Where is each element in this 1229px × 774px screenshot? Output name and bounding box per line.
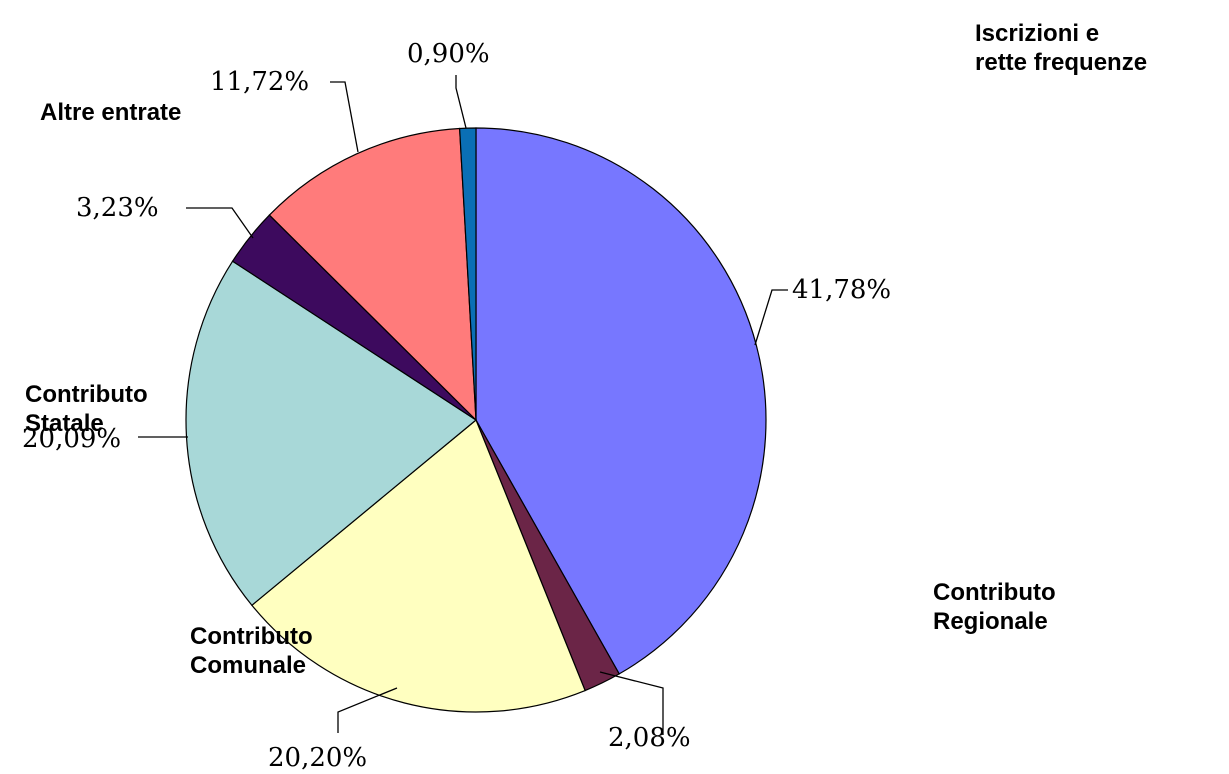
leader-line-11-72: [330, 81, 359, 153]
pie-slice-6: [458, 127, 477, 421]
category-label-regionale-line-1: Contributo: [933, 579, 1056, 606]
pct-label-0-90: 0,90%: [407, 39, 490, 69]
leader-line-20-20: [337, 687, 398, 733]
pct-label-2-08: 2,08%: [608, 723, 691, 753]
leader-line-3-23: [186, 207, 254, 239]
pie-slice-2: [251, 419, 586, 713]
percent-labels: 41,78% 2,08% 20,20% 20,09% 3,23% 11,72% …: [22, 39, 891, 773]
category-label-regionale: Contributo Regionale: [933, 578, 1056, 636]
pie-slice-5: [268, 127, 477, 422]
category-label-statale-line-1: Contributo: [25, 381, 148, 408]
category-label-statale: Contributo Statale: [25, 380, 148, 438]
category-label-iscrizioni-line-2: rette frequenze: [975, 49, 1148, 76]
category-label-comunale-line-2: Comunale: [190, 652, 307, 679]
category-label-iscrizioni: Iscrizioni e rette frequenze: [975, 19, 1147, 77]
pct-label-20-09: 20,09%: [22, 424, 121, 454]
leader-lines: [138, 75, 788, 735]
pct-label-11-72: 11,72%: [210, 67, 309, 97]
pct-label-20-20: 20,20%: [268, 743, 367, 773]
category-label-statale-line-2: Statale: [25, 410, 104, 437]
category-label-regionale-line-2: Regionale: [933, 608, 1048, 635]
category-label-altre-entrate: Altre entrate: [40, 98, 181, 127]
pie-slices: [185, 127, 767, 713]
category-label-comunale-line-1: Contributo: [190, 623, 313, 650]
category-label-iscrizioni-line-1: Iscrizioni e: [975, 20, 1100, 47]
pct-label-41-78: 41,78%: [792, 275, 891, 305]
category-label-altre-line-1: Altre entrate: [40, 99, 182, 126]
pct-label-3-23: 3,23%: [76, 193, 159, 223]
leader-line-0-90: [455, 75, 467, 129]
category-label-comunale: Contributo Comunale: [190, 622, 313, 680]
leader-line-2-08: [599, 671, 664, 735]
pie-slice-0: [475, 127, 767, 675]
leader-line-41-78: [754, 289, 788, 346]
